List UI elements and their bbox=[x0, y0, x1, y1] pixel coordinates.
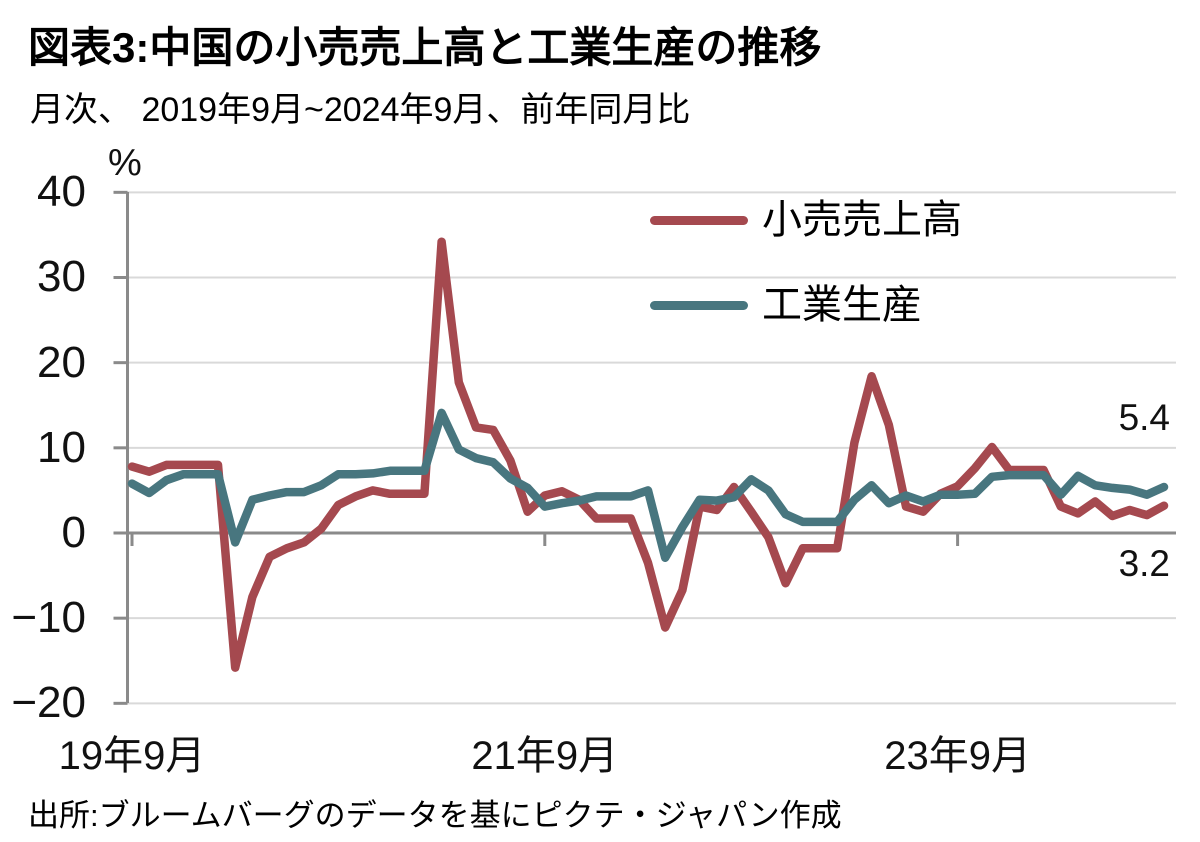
y-axis-unit-label: % bbox=[108, 142, 142, 184]
x-tick-label-19年9月: 19年9月 bbox=[58, 734, 206, 778]
legend-label-industrial: 工業生産 bbox=[762, 283, 922, 327]
chart-subtitle: 月次、 2019年9月~2024年9月、前年同月比 bbox=[30, 91, 691, 129]
y-tick-label-20: 20 bbox=[37, 337, 86, 387]
x-tick-label-21年9月: 21年9月 bbox=[471, 734, 619, 778]
legend-label-retail: 小売売上高 bbox=[762, 198, 962, 242]
y-tick-label--10: −10 bbox=[11, 593, 86, 643]
y-tick-label-40: 40 bbox=[37, 167, 86, 217]
chart-title: 図表3:中国の小売売上高と工業生産の推移 bbox=[28, 24, 822, 71]
end-value-retail: 3.2 bbox=[1118, 543, 1170, 584]
y-tick-label-10: 10 bbox=[37, 422, 86, 472]
source-note: 出所:ブルームバーグのデータを基にピクテ・ジャパン作成 bbox=[28, 798, 842, 833]
x-tick-label-23年9月: 23年9月 bbox=[884, 734, 1031, 778]
legend-line-industrial-icon bbox=[650, 301, 748, 310]
series-line-industrial bbox=[127, 408, 1169, 562]
y-tick-label-0: 0 bbox=[61, 508, 86, 557]
y-tick-label-30: 30 bbox=[37, 252, 86, 302]
legend-line-retail-icon bbox=[650, 216, 748, 225]
end-value-industrial: 5.4 bbox=[1118, 397, 1170, 438]
series-line-retail bbox=[127, 237, 1169, 672]
y-tick-label--20: −20 bbox=[11, 678, 86, 728]
